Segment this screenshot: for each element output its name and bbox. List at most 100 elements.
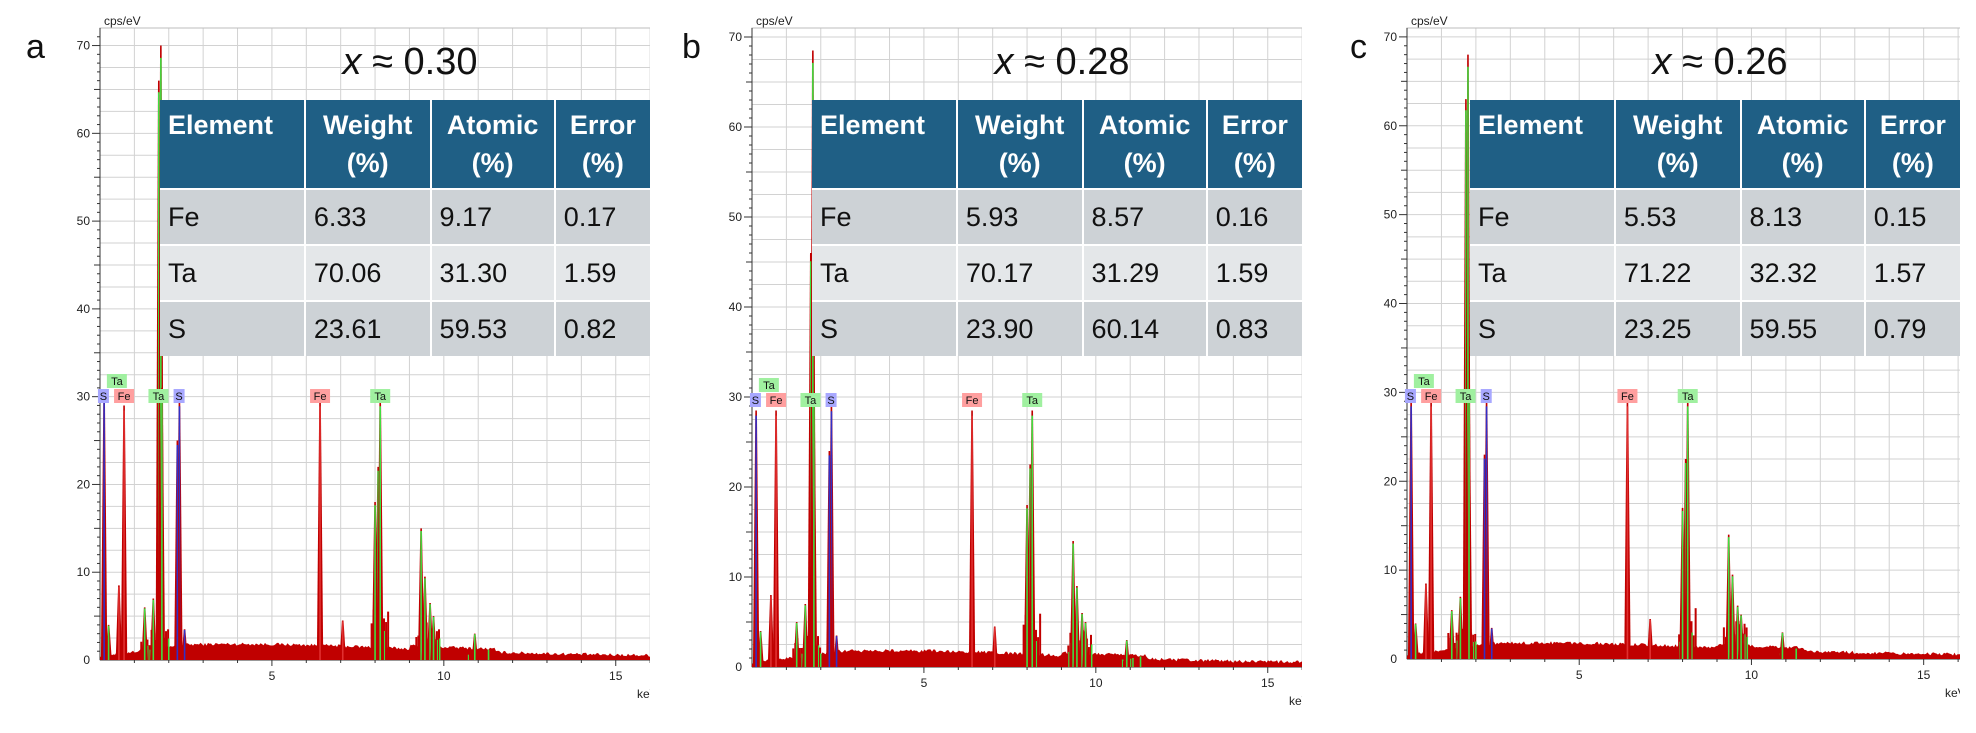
element-tag-s <box>97 389 109 403</box>
element-tag-label: Ta <box>374 391 387 403</box>
cell-atomic: 59.55 <box>1740 300 1866 356</box>
table-row: S 23.61 59.53 0.82 <box>160 300 650 356</box>
element-tag-label: Fe <box>118 391 131 403</box>
header-line-2: (%) <box>1781 148 1824 178</box>
element-tag-label: Ta <box>805 395 818 407</box>
element-tag-s <box>749 393 761 407</box>
table-header-cell: Error (%) <box>554 100 650 189</box>
cell-atomic: 59.53 <box>430 300 556 356</box>
composition-table: Element Weight (%) Atomic (%) Error (%) Fe 5.53… <box>1470 100 1960 356</box>
element-tag-ta <box>148 389 169 403</box>
table-header-cell: Weight (%) <box>956 100 1084 189</box>
cell-element: S <box>812 300 958 356</box>
cell-weight: 23.61 <box>304 300 432 356</box>
y-tick-label: 50 <box>1384 208 1398 222</box>
cell-element: Ta <box>160 244 306 301</box>
chart-title: x ≈ 0.28 <box>993 41 1130 83</box>
table-row: S 23.90 60.14 0.83 <box>812 300 1302 356</box>
header-line-1: Error <box>1221 110 1288 140</box>
y-tick-label: 70 <box>77 39 91 53</box>
header-line-1: Weight <box>974 110 1065 140</box>
element-tag-fe <box>1617 389 1638 403</box>
header-line-2 <box>820 144 950 182</box>
x-tick-label: 10 <box>437 669 451 683</box>
cell-weight: 71.22 <box>1614 244 1742 301</box>
element-tag-label: Fe <box>770 395 783 407</box>
table-header-cell: Element <box>812 100 958 189</box>
cell-error: 1.57 <box>1864 244 1960 301</box>
element-tag-label: S <box>752 395 759 407</box>
header-line-1: Element <box>168 110 274 140</box>
x-tick-label: 15 <box>1261 676 1275 690</box>
cell-weight: 70.17 <box>956 244 1084 301</box>
table-header-cell: Element <box>1470 100 1616 189</box>
x-tick-label: 5 <box>921 676 928 690</box>
cell-weight: 23.25 <box>1614 300 1742 356</box>
spectrum-chart: a01020304050607051015cps/eVkeVTaSFeTaSFe… <box>26 14 650 701</box>
element-tag-label: Ta <box>1682 391 1695 403</box>
x-tick-label: 15 <box>609 669 623 683</box>
chart-title-value: ≈ 0.26 <box>1672 41 1788 83</box>
header-line-2: (%) <box>1123 148 1166 178</box>
element-tag-label: S <box>1483 391 1490 403</box>
y-tick-label: 60 <box>77 126 91 140</box>
x-axis-label: keV <box>1289 694 1302 708</box>
cell-atomic: 31.30 <box>430 244 556 301</box>
header-line-2: (%) <box>1656 148 1699 178</box>
element-tag-fe <box>310 389 331 403</box>
y-axis-label: cps/eV <box>1411 14 1448 28</box>
cell-error: 1.59 <box>1206 244 1302 301</box>
y-tick-label: 60 <box>1384 119 1398 133</box>
cell-error: 0.16 <box>1206 188 1302 245</box>
y-tick-label: 0 <box>83 653 90 667</box>
element-tag-label: Ta <box>1418 376 1431 388</box>
element-tag-label: Ta <box>1026 395 1039 407</box>
cell-atomic: 8.13 <box>1740 188 1866 245</box>
y-tick-label: 0 <box>1390 652 1397 666</box>
table-header-cell: Atomic (%) <box>1740 100 1866 189</box>
y-tick-label: 30 <box>77 390 91 404</box>
table-row: Fe 6.33 9.17 0.17 <box>160 188 650 245</box>
x-tick-label: 5 <box>269 669 276 683</box>
table-header-cell: Weight (%) <box>1614 100 1742 189</box>
element-tag-fe <box>1421 389 1442 403</box>
element-tag-label: S <box>1407 391 1414 403</box>
header-line-1: Atomic <box>1756 110 1849 140</box>
table-header-row: Element Weight (%) Atomic (%) Error (%) <box>1470 100 1960 189</box>
element-tag-ta <box>106 374 127 388</box>
chart-title-variable: x <box>1651 41 1674 83</box>
element-tag-label: Fe <box>966 395 979 407</box>
cell-error: 0.79 <box>1864 300 1960 356</box>
element-tag-label: Ta <box>763 380 776 392</box>
cell-element: Fe <box>1470 188 1616 245</box>
header-line-1: Element <box>1478 110 1584 140</box>
composition-table: Element Weight (%) Atomic (%) Error (%) Fe 5.93… <box>812 100 1302 356</box>
table-row: Ta 70.17 31.29 1.59 <box>812 244 1302 301</box>
cell-element: S <box>1470 300 1616 356</box>
cell-element: S <box>160 300 306 356</box>
cell-weight: 5.53 <box>1614 188 1742 245</box>
element-tag-ta <box>800 393 821 407</box>
cell-atomic: 32.32 <box>1740 244 1866 301</box>
chart-title-variable: x <box>341 41 364 83</box>
element-tag-label: Fe <box>1425 391 1438 403</box>
cell-element: Fe <box>160 188 306 245</box>
chart-title-value: ≈ 0.30 <box>362 41 478 83</box>
panel-b: b01020304050607051015cps/eVkeVTaSFeTaSFe… <box>652 0 1302 733</box>
y-tick-label: 70 <box>729 30 743 44</box>
cell-atomic: 8.57 <box>1082 188 1208 245</box>
table-header-cell: Atomic (%) <box>430 100 556 189</box>
element-tag-fe <box>114 389 135 403</box>
element-tag-label: Ta <box>153 391 166 403</box>
x-axis-label: keV <box>637 687 650 701</box>
table-row: Fe 5.93 8.57 0.16 <box>812 188 1302 245</box>
y-tick-label: 20 <box>77 477 91 491</box>
element-tag-s <box>825 393 837 407</box>
element-tag-s <box>1404 389 1416 403</box>
x-tick-label: 10 <box>1745 668 1759 682</box>
header-line-1: Error <box>1879 110 1946 140</box>
header-line-1: Weight <box>322 110 413 140</box>
cell-atomic: 60.14 <box>1082 300 1208 356</box>
chart-title: x ≈ 0.30 <box>341 41 478 83</box>
y-tick-label: 10 <box>77 565 91 579</box>
